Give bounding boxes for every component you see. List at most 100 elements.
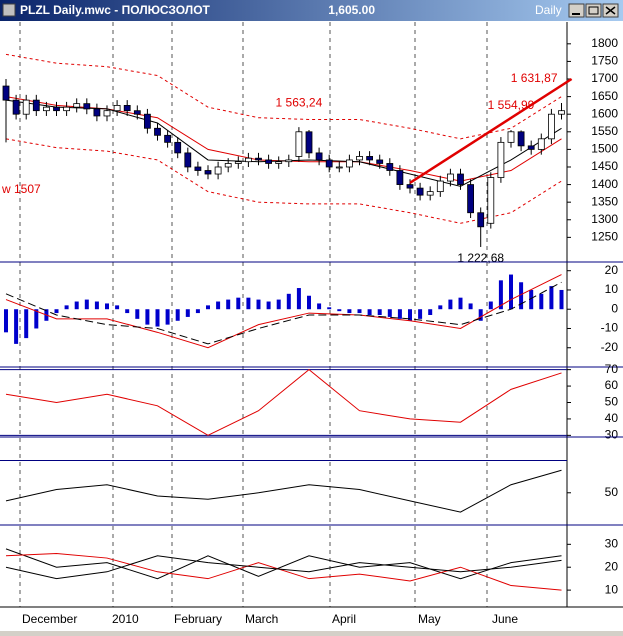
candle-body bbox=[457, 173, 464, 185]
candle-body bbox=[548, 113, 555, 140]
histogram-bar bbox=[4, 309, 8, 333]
histogram-bar bbox=[135, 309, 140, 319]
histogram-bar bbox=[74, 301, 79, 310]
y-tick-label: 1700 bbox=[591, 71, 618, 85]
maximize-glyph bbox=[588, 6, 599, 15]
y-tick-label: 60 bbox=[605, 378, 619, 392]
candle-body bbox=[315, 152, 323, 161]
histogram-bar bbox=[175, 309, 180, 321]
trend-line bbox=[409, 77, 573, 184]
indicator-line bbox=[5, 469, 562, 513]
y-tick-label: 1350 bbox=[591, 194, 618, 208]
histogram-bar bbox=[458, 297, 463, 310]
histogram-bar bbox=[468, 303, 473, 310]
candle-body bbox=[143, 113, 151, 129]
histogram-bar bbox=[125, 309, 130, 314]
histogram-bar bbox=[34, 309, 39, 329]
candle-body bbox=[174, 141, 182, 154]
candle-body bbox=[103, 110, 111, 117]
candle-body bbox=[234, 161, 242, 164]
histogram-bar bbox=[165, 309, 170, 325]
indicator-line bbox=[5, 274, 562, 349]
histogram-bar bbox=[14, 309, 19, 344]
candle-body bbox=[164, 134, 172, 143]
candle-body bbox=[325, 159, 333, 168]
y-tick-label: 1600 bbox=[591, 106, 618, 120]
candle-body bbox=[22, 99, 30, 115]
candle-body bbox=[32, 99, 40, 112]
maximize-button[interactable] bbox=[585, 3, 602, 18]
candle-body bbox=[113, 105, 121, 112]
candle-body bbox=[123, 105, 131, 112]
histogram-bar bbox=[367, 309, 372, 315]
histogram-bar bbox=[498, 280, 503, 310]
candle-body bbox=[386, 163, 394, 171]
indicator-line bbox=[5, 281, 562, 345]
candle-body bbox=[436, 180, 444, 193]
candle-body bbox=[194, 166, 202, 171]
candle-body bbox=[2, 85, 10, 101]
candle-body bbox=[265, 159, 273, 164]
y-tick-label: 1300 bbox=[591, 212, 618, 226]
candle-body bbox=[285, 159, 293, 163]
candle-body bbox=[295, 131, 303, 157]
window-title: PLZL Daily.mwc - ПОЛЮСЗОЛОТ bbox=[20, 3, 211, 17]
histogram-bar bbox=[307, 295, 311, 310]
histogram-bar bbox=[195, 309, 200, 314]
histogram-bar bbox=[397, 309, 402, 319]
histogram-bar bbox=[286, 293, 291, 310]
candle-body bbox=[426, 191, 434, 196]
candle-body bbox=[204, 170, 212, 175]
x-tick-label: April bbox=[332, 612, 356, 626]
indicator-line bbox=[5, 552, 562, 591]
candle-body bbox=[133, 110, 141, 115]
y-tick-label: -10 bbox=[601, 321, 619, 335]
y-tick-label: 1500 bbox=[591, 142, 618, 156]
price-annotation: 1 554,99 bbox=[488, 98, 535, 112]
x-tick-label: 2010 bbox=[112, 612, 139, 626]
histogram-bar bbox=[296, 288, 301, 310]
histogram-bar bbox=[236, 297, 241, 310]
title-bar bbox=[0, 0, 623, 21]
histogram-bar bbox=[216, 301, 221, 310]
histogram-bar bbox=[529, 289, 534, 310]
candle-body bbox=[558, 110, 565, 115]
y-tick-label: -20 bbox=[601, 340, 619, 354]
candle-body bbox=[446, 173, 454, 182]
y-tick-label: 30 bbox=[605, 428, 619, 442]
close-glyph bbox=[605, 6, 616, 15]
candle-body bbox=[356, 156, 363, 161]
histogram-bar bbox=[539, 293, 544, 310]
candle-body bbox=[184, 152, 192, 168]
candle-body bbox=[244, 157, 252, 163]
minimize-button[interactable] bbox=[568, 3, 585, 18]
indicator-line bbox=[5, 555, 562, 580]
y-tick-label: 1750 bbox=[591, 54, 618, 68]
candle-body bbox=[53, 106, 60, 112]
candle-body bbox=[305, 131, 313, 154]
y-tick-label: 0 bbox=[611, 301, 618, 315]
y-tick-label: 10 bbox=[605, 582, 619, 596]
window-buttons[interactable] bbox=[568, 3, 619, 18]
indicator-line bbox=[5, 138, 562, 224]
x-tick-label: May bbox=[418, 612, 441, 626]
y-tick-label: 1450 bbox=[591, 159, 618, 173]
candle-body bbox=[93, 108, 101, 117]
histogram-bar bbox=[509, 274, 513, 310]
candle-body bbox=[12, 99, 20, 115]
histogram-bar bbox=[185, 309, 190, 317]
y-tick-label: 20 bbox=[605, 263, 619, 277]
histogram-bar bbox=[327, 307, 332, 310]
y-tick-label: 1650 bbox=[591, 89, 618, 103]
candle-body bbox=[83, 103, 91, 110]
indicator-line bbox=[5, 368, 562, 436]
price-annotation: 1 222,68 bbox=[457, 251, 504, 265]
y-tick-label: 70 bbox=[605, 362, 619, 376]
candle-body bbox=[416, 187, 424, 196]
y-tick-label: 10 bbox=[605, 282, 619, 296]
histogram-bar bbox=[428, 309, 433, 315]
histogram-bar bbox=[418, 309, 423, 319]
price-annotation: 1 631,87 bbox=[511, 71, 558, 85]
histogram-bar bbox=[408, 309, 412, 321]
